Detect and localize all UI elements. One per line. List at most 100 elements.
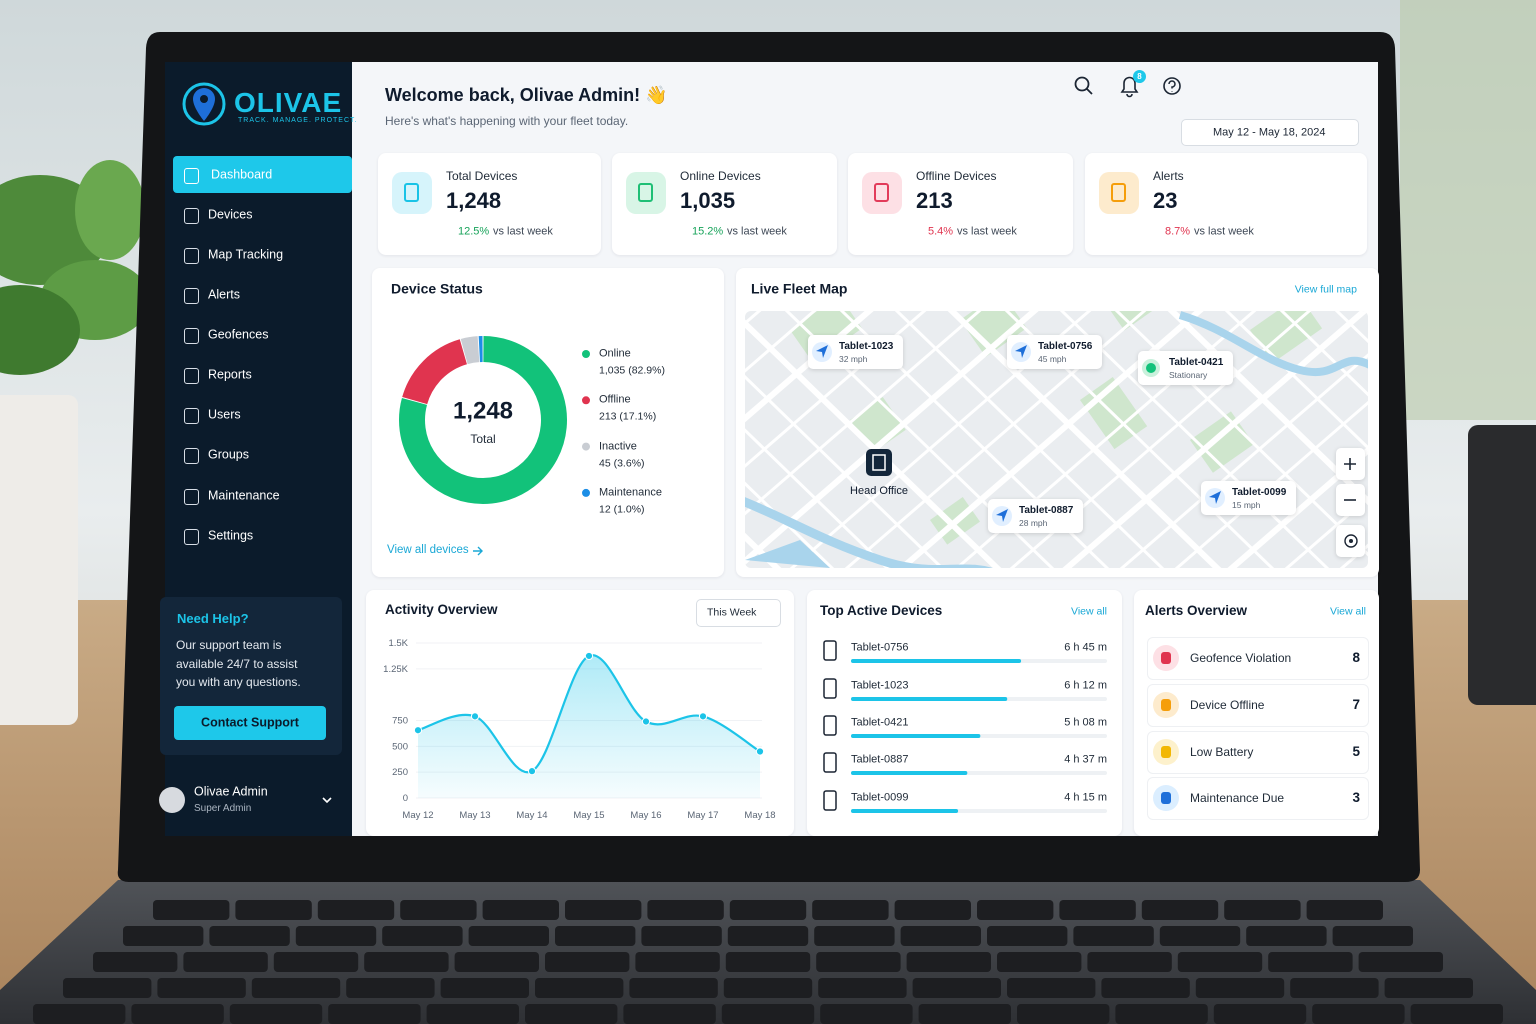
map-title: Live Fleet Map — [751, 280, 848, 297]
locate-icon — [1344, 534, 1358, 548]
line-point — [584, 651, 594, 661]
key — [235, 900, 312, 920]
donut-segment — [402, 339, 468, 405]
key — [328, 1004, 421, 1024]
legend-value: 1,035 (82.9%) — [599, 364, 665, 377]
marker-info: 45 mph — [1038, 354, 1067, 364]
road — [1084, 311, 1368, 568]
contact-button-label[interactable]: Contact Support — [201, 715, 299, 730]
nav-item[interactable]: Maintenance — [208, 488, 280, 503]
road — [974, 311, 1346, 568]
bar — [851, 734, 981, 738]
stat-label: Total Devices — [446, 168, 518, 183]
device-time: 4 h 37 m — [1064, 753, 1107, 766]
alert-count: 5 — [1352, 743, 1360, 759]
logo-pin — [193, 88, 215, 121]
key — [814, 926, 895, 946]
key — [565, 900, 642, 920]
stat-note: vs last week — [493, 225, 553, 238]
nav-item[interactable]: Settings — [208, 528, 254, 543]
help-text: you with any questions. — [176, 674, 301, 689]
key — [1017, 1004, 1110, 1024]
key — [525, 1004, 618, 1024]
stat-icon-bg — [1099, 172, 1139, 214]
key — [1213, 1004, 1307, 1024]
nav-item[interactable]: Groups — [208, 447, 249, 462]
user-menu-chevron — [322, 797, 332, 804]
date-range[interactable]: May 12 - May 18, 2024 — [1213, 125, 1326, 138]
filter-dropdown[interactable] — [696, 599, 781, 627]
nav-item[interactable]: Users — [208, 407, 241, 422]
contact-button[interactable] — [174, 706, 326, 740]
marker-name: Tablet-0756 — [1038, 341, 1093, 352]
alert-name: Geofence Violation — [1190, 650, 1292, 665]
key — [1007, 978, 1096, 998]
key — [346, 978, 435, 998]
view-all-link[interactable]: View all — [1071, 605, 1107, 618]
road — [863, 311, 1237, 568]
line-point — [413, 726, 423, 735]
help-icon — [1163, 77, 1181, 95]
nav-item[interactable]: Reports — [208, 367, 252, 382]
alert-count: 3 — [1352, 789, 1360, 805]
road — [745, 311, 867, 568]
top-devices-card — [807, 590, 1122, 836]
alert-row[interactable] — [1147, 777, 1369, 820]
key — [63, 978, 152, 998]
nav-active-bg — [173, 156, 352, 193]
key — [816, 952, 901, 972]
alert-row[interactable] — [1147, 637, 1369, 680]
road — [808, 311, 1142, 568]
road — [1028, 311, 1362, 568]
key — [1290, 978, 1379, 998]
alert-count: 8 — [1352, 649, 1360, 665]
device-icon — [823, 715, 837, 736]
key — [153, 900, 230, 920]
road — [917, 311, 1253, 568]
road — [753, 311, 1087, 568]
key — [987, 926, 1068, 946]
marker-arrow — [816, 345, 828, 358]
road — [973, 311, 1307, 568]
nav-item[interactable]: Geofences — [208, 327, 269, 342]
notification-badge — [1133, 70, 1146, 83]
bar — [851, 771, 968, 775]
nav-icon — [184, 408, 199, 424]
mug — [1468, 425, 1536, 705]
nav-item[interactable]: Alerts — [208, 287, 240, 302]
legend-dot — [582, 442, 590, 451]
stat-change: 5.4% — [928, 225, 954, 238]
road — [1249, 311, 1368, 568]
view-all-devices-link[interactable]: View all devices — [387, 544, 469, 557]
key — [721, 1004, 815, 1024]
nav-item[interactable]: Map Tracking — [208, 247, 284, 262]
nav-item[interactable]: Dashboard — [211, 167, 273, 182]
alerts-link[interactable]: View all — [1330, 605, 1366, 618]
key — [1312, 1004, 1405, 1024]
key — [820, 1004, 913, 1024]
device-icon — [823, 678, 837, 699]
donut-segment — [460, 336, 480, 365]
marker-arrow — [1209, 491, 1221, 504]
road — [745, 311, 813, 568]
window-foliage — [1400, 0, 1536, 420]
line-point — [698, 712, 708, 721]
filter-label[interactable]: This Week — [707, 606, 757, 619]
date-range-button[interactable] — [1181, 119, 1359, 146]
river — [745, 540, 830, 568]
alert-row[interactable] — [1147, 731, 1369, 774]
key — [545, 952, 630, 972]
x-tick-label: May 15 — [573, 810, 604, 821]
road — [1193, 311, 1368, 568]
help-text: Our support team is — [176, 637, 282, 652]
nav-item[interactable]: Devices — [208, 207, 253, 222]
device-time: 6 h 45 m — [1064, 641, 1107, 654]
map-link[interactable]: View full map — [1294, 283, 1357, 296]
key — [647, 900, 724, 920]
key — [209, 926, 290, 946]
logo-pin-dot — [200, 95, 208, 103]
alert-row[interactable] — [1147, 684, 1369, 727]
device-time: 5 h 08 m — [1064, 716, 1107, 729]
road — [1415, 280, 1536, 600]
road — [745, 311, 907, 568]
